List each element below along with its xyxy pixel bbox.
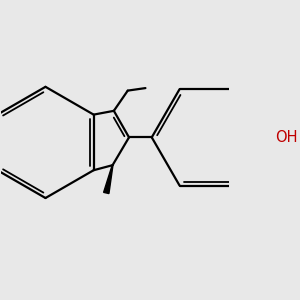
Polygon shape [103, 165, 113, 194]
Text: OH: OH [275, 130, 298, 145]
